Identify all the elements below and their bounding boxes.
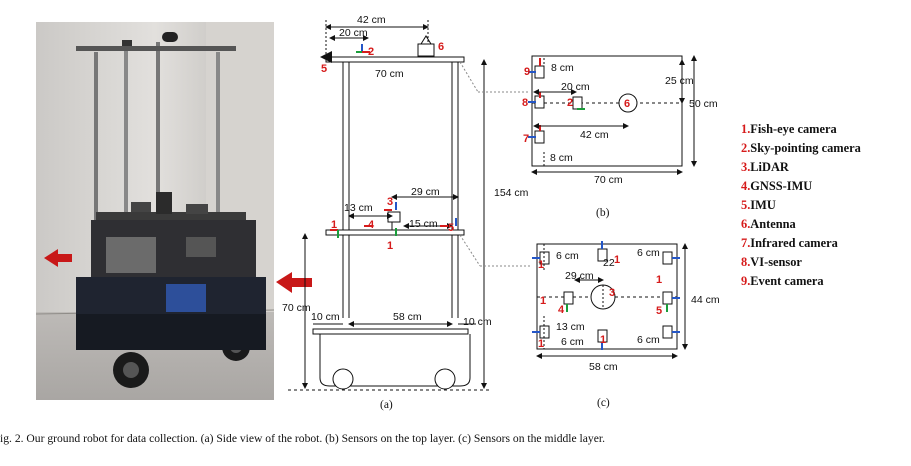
dim-22: 22 — [603, 257, 615, 269]
dim-10-right: 10 cm — [463, 316, 492, 328]
dim-42: 42 cm — [357, 14, 386, 26]
dim-29b: 29 cm — [565, 270, 594, 282]
dim-6c: 6 cm — [561, 336, 584, 348]
dim-6b: 6 cm — [637, 247, 660, 259]
legend-item: 1.Fish-eye camera — [741, 120, 861, 139]
marker-c1d: 1 — [540, 295, 546, 307]
legend-label: LiDAR — [750, 160, 789, 174]
marker-c3: 3 — [609, 287, 615, 299]
marker-3: 3 — [387, 196, 393, 208]
dim-8a: 8 cm — [551, 62, 574, 74]
dim-25: 25 cm — [665, 75, 694, 87]
dim-8b: 8 cm — [550, 152, 573, 164]
figure-caption: ig. 2. Our ground robot for data collect… — [0, 432, 605, 445]
dim-20: 20 cm — [339, 27, 368, 39]
dim-29: 29 cm — [411, 186, 440, 198]
legend-num: 3. — [741, 160, 751, 174]
legend-item: 3.LiDAR — [741, 158, 861, 177]
legend-label: Antenna — [750, 217, 796, 231]
dim-70-top: 70 cm — [375, 68, 404, 80]
marker-c1a: 1 — [538, 259, 544, 271]
dim-58: 58 cm — [393, 311, 422, 323]
dim-13: 13 cm — [344, 202, 373, 214]
marker-5b: 5 — [448, 222, 454, 234]
legend-label: GNSS-IMU — [750, 179, 813, 193]
sublabel-b: (b) — [596, 207, 610, 219]
dim-50: 50 cm — [689, 98, 718, 110]
marker-2b: 2 — [567, 97, 573, 109]
legend-num: 9. — [741, 274, 751, 288]
dim-20b: 20 cm — [561, 81, 590, 93]
dim-10-left: 10 cm — [311, 311, 340, 323]
dim-6a: 6 cm — [556, 250, 579, 262]
sublabel-a: (a) — [380, 399, 393, 411]
marker-c1c: 1 — [656, 274, 662, 286]
dim-154: 154 cm — [494, 187, 529, 199]
legend-num: 1. — [741, 122, 751, 136]
dim-15: 15 cm — [409, 218, 438, 230]
dim-13b: 13 cm — [556, 321, 585, 333]
front-arrow — [276, 272, 312, 293]
legend-item: 6.Antenna — [741, 215, 861, 234]
sensor-legend: 1.Fish-eye camera 2.Sky-pointing camera … — [741, 120, 861, 291]
legend-item: 4.GNSS-IMU — [741, 177, 861, 196]
marker-1: 1 — [331, 219, 337, 231]
legend-item: 7.Infrared camera — [741, 234, 861, 253]
marker-c1f: 1 — [600, 334, 606, 346]
marker-9: 9 — [524, 66, 530, 78]
dim-42b: 42 cm — [580, 129, 609, 141]
marker-6b: 6 — [624, 98, 630, 110]
legend-num: 2. — [741, 141, 751, 155]
marker-8: 8 — [522, 97, 528, 109]
dim-70-mid: 70 cm — [282, 302, 311, 314]
dim-70b: 70 cm — [594, 174, 623, 186]
legend-item: 9.Event camera — [741, 272, 861, 291]
marker-c1e: 1 — [538, 338, 544, 350]
marker-2: 2 — [368, 46, 374, 58]
dim-6d: 6 cm — [637, 334, 660, 346]
legend-label: Event camera — [750, 274, 824, 288]
diagrams-svg: 42 cm 20 cm 70 cm 29 cm 13 cm 15 cm 154 … — [276, 14, 720, 411]
legend-label: VI-sensor — [750, 255, 802, 269]
marker-c1b: 1 — [614, 254, 620, 266]
legend-label: Infrared camera — [750, 236, 838, 250]
marker-4: 4 — [368, 219, 375, 231]
legend-label: Sky-pointing camera — [750, 141, 861, 155]
legend-item: 5.IMU — [741, 196, 861, 215]
legend-num: 7. — [741, 236, 751, 250]
top-layer-view: 8 cm 25 cm 20 cm 50 cm 42 cm 8 cm 70 cm … — [522, 55, 718, 219]
legend-item: 2.Sky-pointing camera — [741, 139, 861, 158]
marker-7: 7 — [523, 133, 529, 145]
marker-c5: 5 — [656, 305, 662, 317]
legend-num: 6. — [741, 217, 751, 231]
dim-58b: 58 cm — [589, 361, 618, 373]
marker-5: 5 — [321, 63, 327, 75]
side-view: 42 cm 20 cm 70 cm 29 cm 13 cm 15 cm 154 … — [276, 14, 530, 411]
legend-item: 8.VI-sensor — [741, 253, 861, 272]
marker-c4: 4 — [558, 304, 565, 316]
legend-label: IMU — [750, 198, 776, 212]
robot-photo — [36, 22, 274, 400]
marker-1b: 1 — [387, 240, 393, 252]
legend-label: Fish-eye camera — [750, 122, 837, 136]
middle-layer-view: 6 cm 22 6 cm 29 cm 44 cm 13 cm 6 cm 6 cm… — [532, 241, 720, 409]
sublabel-c: (c) — [597, 397, 610, 409]
legend-num: 4. — [741, 179, 751, 193]
legend-num: 8. — [741, 255, 751, 269]
dim-44: 44 cm — [691, 294, 720, 306]
legend-num: 5. — [741, 198, 751, 212]
marker-6: 6 — [438, 41, 444, 53]
